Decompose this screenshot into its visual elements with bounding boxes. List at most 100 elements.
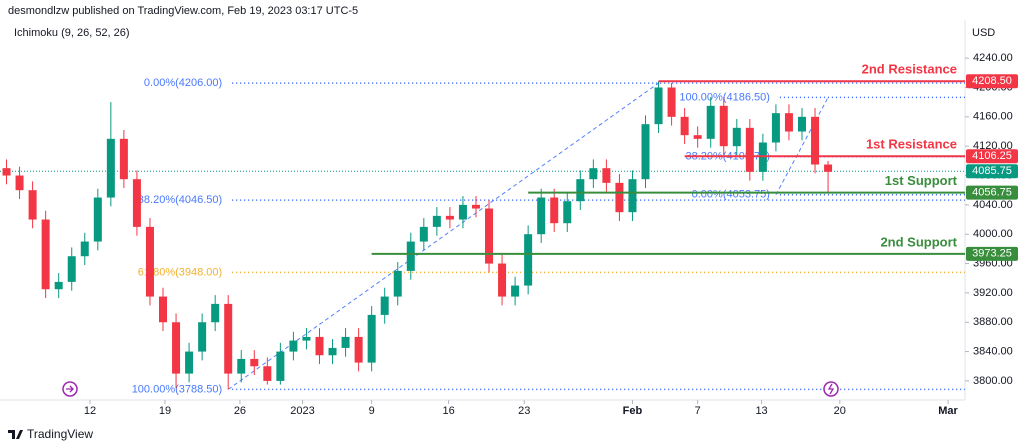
candle-body: [315, 336, 324, 356]
candle-body: [628, 179, 637, 213]
candle-body: [498, 263, 507, 297]
price-box-label: 4106.25: [972, 150, 1012, 162]
candle-body: [67, 256, 76, 282]
event-icon-bolt: [827, 383, 835, 395]
candle-body: [380, 296, 389, 315]
x-tick-label: 12: [84, 405, 96, 417]
x-tick-label: Feb: [623, 405, 643, 417]
y-tick-label: 3800.00: [973, 375, 1013, 387]
x-tick-label: 7: [695, 405, 701, 417]
event-icon-arrow: [66, 385, 74, 393]
price-box-label: 4085.75: [972, 165, 1012, 177]
x-tick-label: 16: [442, 405, 454, 417]
price-box-label: 3973.25: [972, 248, 1012, 260]
candle-body: [471, 204, 480, 209]
candle-body: [393, 270, 402, 297]
candle-body: [106, 138, 115, 198]
candle-body: [419, 226, 428, 242]
y-tick-label: 4000.00: [973, 228, 1013, 240]
x-tick-label: Mar: [938, 405, 958, 417]
candle-body: [93, 197, 102, 242]
brand: TradingView: [27, 427, 93, 441]
indicator: Ichimoku (9, 26, 52, 26): [14, 27, 130, 39]
y-tick-label: 3880.00: [973, 316, 1013, 328]
candle-body: [667, 87, 676, 117]
candle-body: [41, 219, 50, 290]
x-tick-label: 26: [234, 405, 246, 417]
candle-body: [432, 215, 441, 227]
x-tick-label: 13: [755, 405, 767, 417]
publisher: desmondlzw published on TradingView.com,…: [8, 5, 358, 17]
candle-body: [367, 314, 376, 363]
candle-body: [224, 303, 233, 374]
candle-body: [719, 105, 728, 147]
y-tick-label: 4120.00: [973, 140, 1013, 152]
x-tick-label: 23: [518, 405, 530, 417]
candle-body: [132, 179, 141, 227]
candle-body: [458, 204, 467, 220]
candle-body: [250, 358, 259, 367]
candle-body: [784, 113, 793, 132]
candle-body: [537, 197, 546, 235]
candle-body: [811, 116, 820, 165]
candle-body: [680, 116, 689, 136]
candle-body: [80, 241, 89, 257]
level-name: 2nd Resistance: [862, 62, 957, 77]
level-name: 1st Support: [885, 173, 958, 188]
candle-body: [824, 164, 833, 172]
candle-body: [602, 168, 611, 183]
candle-body: [354, 336, 363, 363]
candle-body: [511, 285, 520, 297]
price-box: [966, 246, 1018, 261]
y-tick-label: 4040.00: [973, 199, 1013, 211]
candle-body: [406, 241, 415, 271]
candle-body: [771, 113, 780, 143]
candle-body: [172, 322, 181, 374]
candle-body: [2, 168, 11, 176]
fib-label: 0.00%(4206.00): [144, 77, 222, 89]
candle-body: [563, 201, 572, 224]
candle-body: [276, 351, 285, 381]
candle-body: [198, 322, 207, 352]
candle-body: [289, 340, 298, 352]
candle-body: [54, 281, 63, 290]
candle-body: [185, 351, 194, 374]
candle-body: [706, 105, 715, 139]
price-box-label: 4056.75: [972, 186, 1012, 198]
x-tick-label: 20: [834, 405, 846, 417]
y-tick-label: 4160.00: [973, 111, 1013, 123]
candle-body: [211, 303, 220, 323]
candle-body: [237, 358, 246, 374]
x-tick-label: 9: [369, 405, 375, 417]
candle-body: [263, 366, 272, 381]
fib-label: 61.80%(3948.00): [138, 266, 222, 278]
fib-trend-line: [775, 97, 829, 196]
candle-body: [641, 124, 650, 180]
candle-body: [28, 190, 37, 220]
candle-body: [302, 336, 311, 341]
y-tick-label: 3920.00: [973, 287, 1013, 299]
candle-body: [615, 182, 624, 213]
price-box: [966, 164, 1018, 179]
candle-body: [550, 197, 559, 224]
x-tick-label: 19: [159, 405, 171, 417]
price-box: [966, 185, 1018, 200]
x-tick-label: 2023: [290, 405, 314, 417]
candle-body: [341, 336, 350, 348]
level-name: 2nd Support: [880, 234, 957, 249]
candle-body: [589, 168, 598, 180]
price-box-label: 4208.50: [972, 75, 1012, 87]
price-box: [966, 149, 1018, 164]
candle-body: [524, 234, 533, 286]
fib-label: 0.00%(4053.75): [692, 189, 770, 201]
candle-body: [145, 226, 154, 297]
candle-body: [328, 347, 337, 356]
candle-body: [159, 296, 168, 323]
plot: 3800.003840.003880.003920.003960.004000.…: [0, 52, 1013, 417]
y-tick-label: 3840.00: [973, 345, 1013, 357]
candle-body: [797, 116, 806, 132]
currency: USD: [972, 27, 995, 39]
y-tick-label: 4240.00: [973, 52, 1013, 64]
candle-body: [732, 127, 741, 147]
